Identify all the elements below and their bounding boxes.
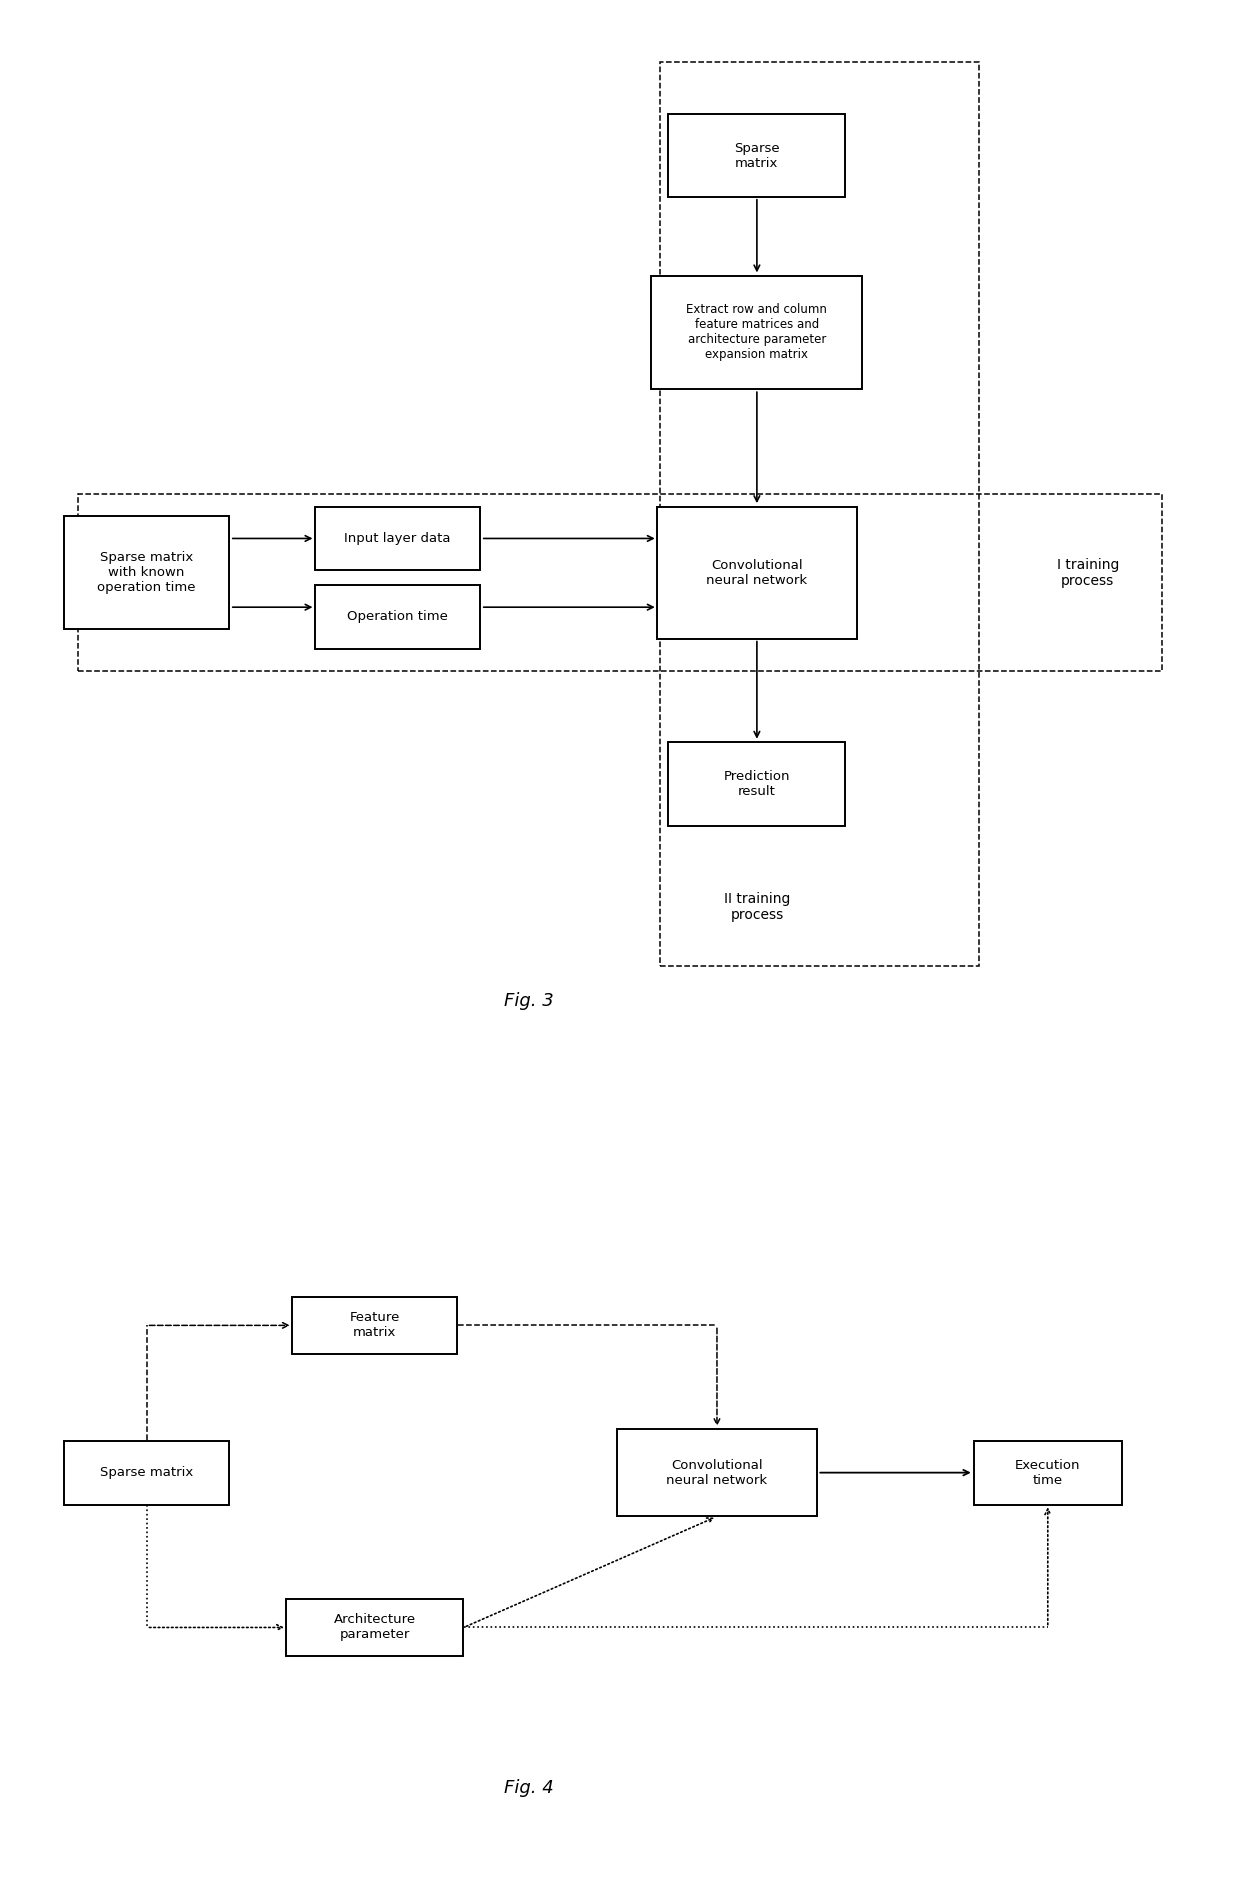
Bar bbox=[668, 742, 846, 825]
Text: II training
process: II training process bbox=[724, 891, 790, 921]
Bar bbox=[973, 1441, 1122, 1505]
Bar bbox=[293, 1297, 458, 1354]
Bar bbox=[286, 1599, 464, 1656]
Bar bbox=[657, 506, 857, 638]
Text: Sparse matrix: Sparse matrix bbox=[100, 1467, 193, 1478]
Text: Convolutional
neural network: Convolutional neural network bbox=[666, 1459, 768, 1486]
Text: Operation time: Operation time bbox=[347, 610, 448, 623]
Bar bbox=[660, 62, 980, 965]
Text: Feature
matrix: Feature matrix bbox=[350, 1312, 401, 1339]
Text: Prediction
result: Prediction result bbox=[724, 770, 790, 799]
Text: I training
process: I training process bbox=[1056, 557, 1118, 587]
Bar bbox=[651, 276, 863, 389]
Text: Execution
time: Execution time bbox=[1016, 1459, 1080, 1486]
Text: Fig. 3: Fig. 3 bbox=[503, 991, 553, 1010]
Bar bbox=[78, 495, 1162, 670]
Text: Input layer data: Input layer data bbox=[345, 532, 451, 546]
Bar bbox=[64, 515, 229, 629]
Text: Architecture
parameter: Architecture parameter bbox=[334, 1614, 415, 1641]
Text: Fig. 4: Fig. 4 bbox=[503, 1778, 553, 1797]
Text: Sparse
matrix: Sparse matrix bbox=[734, 142, 780, 170]
Text: Extract row and column
feature matrices and
architecture parameter
expansion mat: Extract row and column feature matrices … bbox=[687, 304, 827, 361]
Bar bbox=[618, 1429, 817, 1516]
Text: Convolutional
neural network: Convolutional neural network bbox=[707, 559, 807, 587]
Bar bbox=[315, 585, 480, 649]
Text: Sparse matrix
with known
operation time: Sparse matrix with known operation time bbox=[97, 551, 196, 595]
Bar bbox=[668, 113, 846, 196]
Bar bbox=[315, 506, 480, 570]
Bar bbox=[64, 1441, 229, 1505]
